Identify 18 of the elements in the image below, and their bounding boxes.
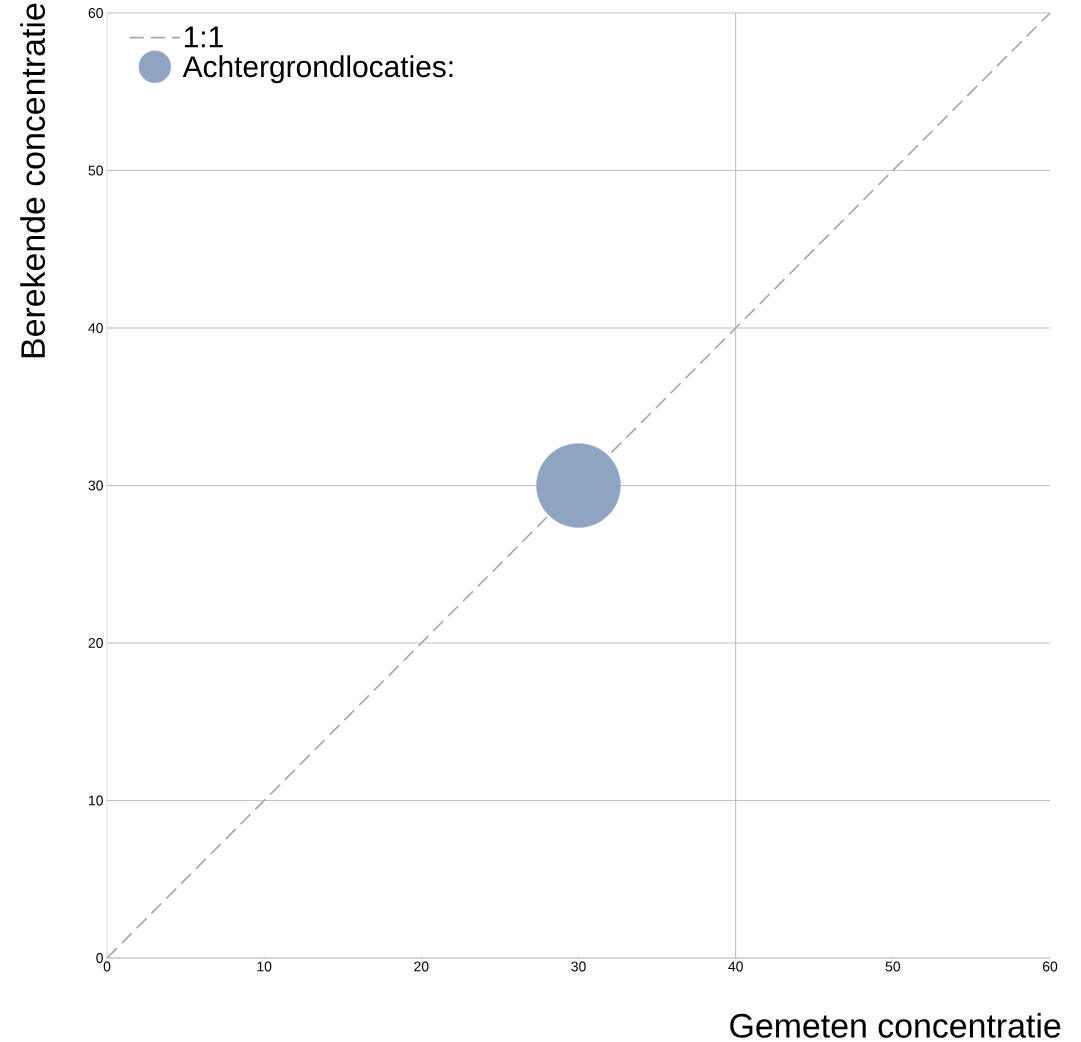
- y-tick-label: 40: [88, 323, 103, 333]
- x-tick-label: 10: [257, 961, 272, 972]
- x-tick-label: 60: [1042, 961, 1058, 972]
- y-tick-label: 50: [88, 165, 103, 176]
- y-tick-label: 0: [96, 953, 103, 963]
- x-axis-title: Gemeten concentratie: [730, 1012, 1061, 1038]
- legend-label: Achtergrondlocaties:: [182, 55, 453, 84]
- y-tick-label: 10: [89, 795, 103, 806]
- x-tick-label: 50: [885, 961, 901, 972]
- y-axis-title: Berekende concentratie: [20, 3, 46, 358]
- x-tick-label: 40: [728, 961, 743, 972]
- legend-label: 1:1: [184, 26, 223, 48]
- x-tick-label: 0: [103, 961, 111, 972]
- x-tick-label: 20: [414, 961, 429, 972]
- y-tick-label: 30: [88, 480, 103, 491]
- y-tick-label: 20: [88, 638, 103, 648]
- y-tick-label: 60: [88, 8, 103, 18]
- x-tick-label: 30: [571, 961, 586, 972]
